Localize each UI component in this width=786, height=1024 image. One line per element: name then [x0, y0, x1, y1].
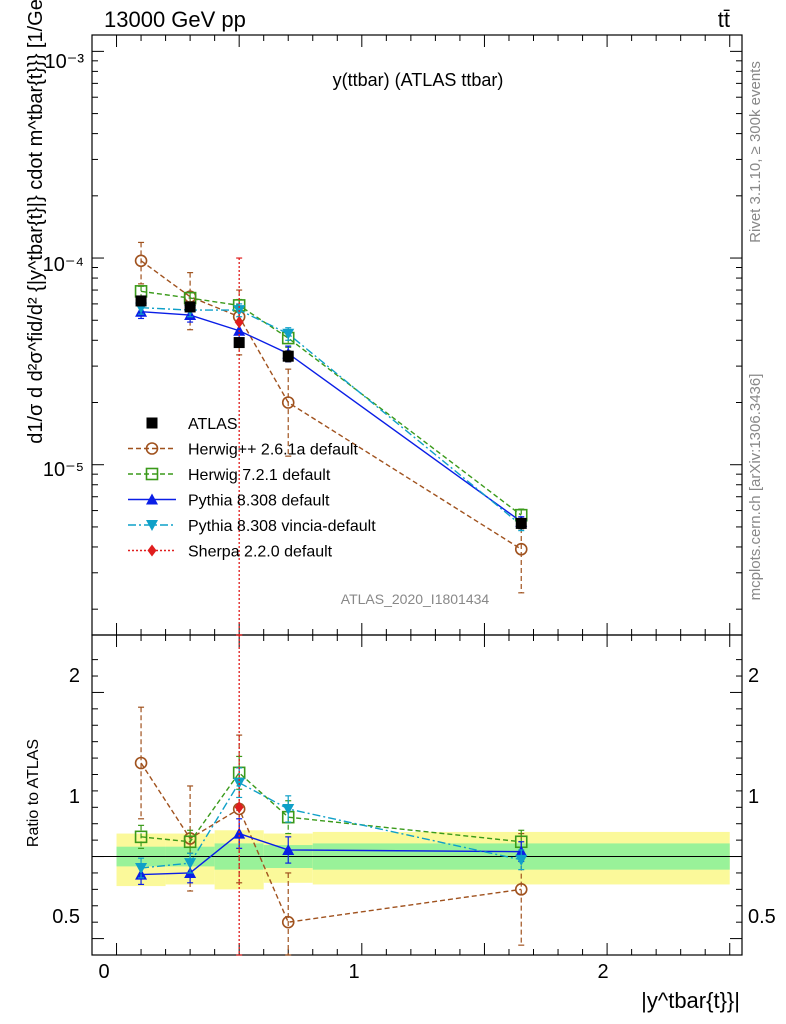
data-point-ratio [135, 863, 148, 875]
legend-marker [146, 493, 158, 505]
legend-marker [145, 467, 159, 481]
legend-item: Herwig++ 2.6.1a default [128, 442, 358, 459]
data-point-ratio [134, 756, 148, 770]
ratio-plot-frame [91, 634, 743, 956]
data-point-ratio [184, 858, 197, 870]
process-label: tt̄ [718, 7, 730, 32]
series-sherpa-2-2-0-default [234, 257, 244, 956]
data-point-main [134, 254, 148, 268]
y-tick-label-main: 10⁻⁴ [43, 254, 84, 276]
data-point-main [282, 350, 294, 362]
chart-title: y(ttbar) (ATLAS ttbar) [333, 70, 504, 90]
series-line-ratio [140, 781, 522, 869]
data-point-ratio [233, 827, 246, 839]
data-point-main [514, 542, 528, 556]
legend-marker [147, 544, 157, 557]
x-tick-label: 1 [348, 961, 359, 983]
y-tick-label-ratio: 2 [69, 665, 80, 687]
data-point-main [515, 517, 527, 529]
mcplots-site-label: mcplots.cern.ch [arXiv:1306.3436] [747, 374, 764, 601]
legend-item: Pythia 8.308 vincia-default [128, 518, 376, 535]
uncertainty-bands [116, 830, 730, 890]
legend-label: Sherpa 2.2.0 default [188, 544, 333, 561]
data-point-ratio [282, 843, 295, 855]
y-axis-title-ratio: Ratio to ATLAS [25, 739, 42, 847]
data-series [134, 241, 528, 956]
data-point-ratio [134, 830, 148, 844]
legend-label: Pythia 8.308 default [188, 493, 330, 510]
series-herwig-7-2-1-default [134, 285, 528, 854]
legend: ATLAS Herwig++ 2.6.1a default Herwig 7.2.1… [128, 416, 376, 561]
y-tick-label-ratio-right: 1 [748, 786, 759, 808]
data-point-main [233, 337, 245, 349]
y-tick-label-ratio: 1 [69, 786, 80, 808]
legend-marker [146, 520, 158, 531]
axes-frame [91, 34, 743, 956]
y-tick-label-main: 10⁻³ [45, 51, 85, 73]
data-point-ratio [282, 803, 295, 815]
legend-marker [146, 417, 158, 429]
legend-label: Herwig 7.2.1 default [188, 467, 331, 484]
legend-label: ATLAS [188, 416, 238, 433]
legend-item: Herwig 7.2.1 default [128, 467, 331, 484]
energy-label: 13000 GeV pp [104, 7, 246, 32]
data-point-ratio [135, 868, 148, 880]
data-point-main [184, 301, 196, 313]
data-point-ratio [514, 883, 528, 896]
x-tick-label: 0 [98, 961, 109, 983]
x-tick-label: 2 [597, 961, 608, 983]
y-tick-label-ratio-right: 0.5 [748, 906, 776, 928]
legend-marker [145, 442, 159, 455]
rivet-version-label: Rivet 3.1.10, ≥ 300k events [747, 61, 764, 243]
y-axis-title-main: d1/σ d d²σ^fid/d² {|y^tbar{t}|} cdot m^t… [25, 0, 47, 444]
series-line-ratio [140, 771, 522, 843]
analysis-watermark: ATLAS_2020_I1801434 [341, 591, 490, 607]
y-tick-label-ratio: 0.5 [52, 906, 80, 928]
data-point-ratio [183, 835, 197, 849]
series-atlas [135, 295, 527, 530]
legend-item: Pythia 8.308 default [128, 493, 330, 510]
data-point-ratio [281, 915, 295, 929]
legend-item: ATLAS [146, 416, 238, 433]
legend-label: Pythia 8.308 vincia-default [188, 518, 376, 535]
legend-item: Sherpa 2.2.0 default [128, 544, 333, 561]
series-pythia-8-308-vincia-default [135, 301, 528, 879]
data-point-main [281, 396, 295, 409]
data-point-ratio [515, 854, 528, 866]
y-tick-label-main: 10⁻⁵ [43, 459, 84, 481]
data-point-main [282, 328, 295, 340]
data-point-main [135, 295, 147, 307]
legend-label: Herwig++ 2.6.1a default [188, 442, 358, 459]
y-tick-label-ratio-right: 2 [748, 665, 759, 687]
x-axis-title: |y^tbar{t}}| [641, 988, 740, 1013]
